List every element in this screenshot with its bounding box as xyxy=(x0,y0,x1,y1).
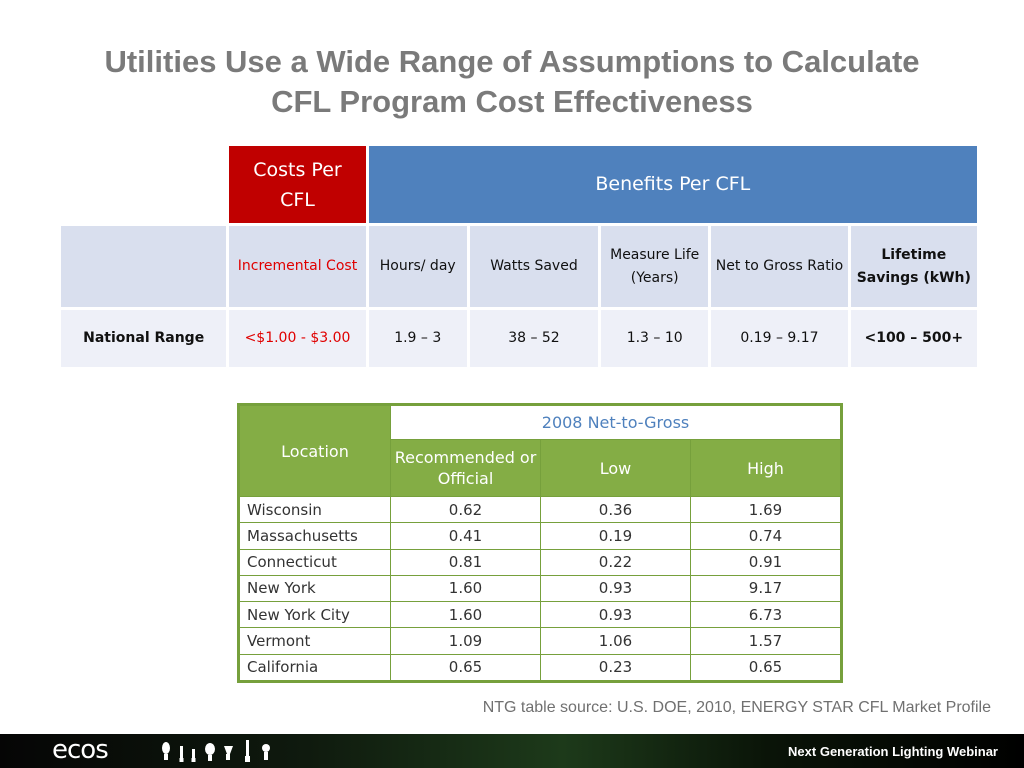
slide-title: Utilities Use a Wide Range of Assumption… xyxy=(30,42,994,122)
bulb-icons xyxy=(162,740,270,762)
high-cell: 0.74 xyxy=(690,522,841,550)
recommended-cell: 0.65 xyxy=(390,653,541,682)
subheader-blank-cell xyxy=(61,226,227,307)
ntg-table-image: Location 2008 Net-to-Gross Recommended o… xyxy=(237,403,843,683)
high-header: High xyxy=(690,439,841,497)
high-cell: 0.91 xyxy=(690,548,841,576)
header-blank-cell xyxy=(61,146,227,223)
low-header: Low xyxy=(540,439,691,497)
low-cell: 1.06 xyxy=(540,627,691,655)
table-row: Wisconsin 0.62 0.36 1.69 xyxy=(239,495,841,524)
net-to-gross-year-header: 2008 Net-to-Gross xyxy=(390,405,841,440)
table-row: New York 1.60 0.93 9.17 xyxy=(239,574,841,603)
incremental-cost-value: <$1.00 - $3.00 xyxy=(229,310,366,367)
recommended-cell: 0.41 xyxy=(390,522,541,550)
location-cell: Wisconsin xyxy=(239,495,391,524)
ntg-table: Location 2008 Net-to-Gross Recommended o… xyxy=(239,405,841,682)
net-to-gross-header: Net to Gross Ratio xyxy=(711,226,848,307)
hours-per-day-value: 1.9 – 3 xyxy=(368,310,467,367)
low-cell: 0.19 xyxy=(540,522,691,550)
location-cell: Massachusetts xyxy=(239,522,391,550)
location-cell: New York xyxy=(239,574,391,603)
location-cell: Vermont xyxy=(239,627,391,655)
net-to-gross-value: 0.19 – 9.17 xyxy=(711,310,848,367)
high-cell: 1.69 xyxy=(690,495,841,524)
source-note: NTG table source: U.S. DOE, 2010, ENERGY… xyxy=(482,699,991,716)
table-row: New York City 1.60 0.93 6.73 xyxy=(239,601,841,629)
location-cell: New York City xyxy=(239,601,391,629)
low-cell: 0.93 xyxy=(540,574,691,603)
hours-per-day-header: Hours/ day xyxy=(368,226,467,307)
table-row: Massachusetts 0.41 0.19 0.74 xyxy=(239,522,841,550)
lifetime-savings-header: Lifetime Savings (kWh) xyxy=(850,226,977,307)
costs-per-cfl-header: Costs Per CFL xyxy=(229,146,366,223)
watts-saved-header: Watts Saved xyxy=(469,226,599,307)
incremental-cost-header: Incremental Cost xyxy=(229,226,366,307)
recommended-header: Recommended or Official xyxy=(390,439,541,497)
high-cell: 1.57 xyxy=(690,627,841,655)
national-range-label: National Range xyxy=(61,310,227,367)
location-header: Location xyxy=(239,405,391,497)
location-cell: Connecticut xyxy=(239,548,391,576)
recommended-cell: 1.60 xyxy=(390,574,541,603)
slide-title-line-1: Utilities Use a Wide Range of Assumption… xyxy=(104,44,920,79)
recommended-cell: 0.62 xyxy=(390,495,541,524)
watts-saved-value: 38 – 52 xyxy=(469,310,599,367)
ecos-logo: ecos xyxy=(52,735,109,765)
recommended-cell: 1.09 xyxy=(390,627,541,655)
footer-band: ecos Next Generation Lighting Webinar xyxy=(0,734,1024,768)
table-row: Vermont 1.09 1.06 1.57 xyxy=(239,627,841,655)
high-cell: 9.17 xyxy=(690,574,841,603)
lifetime-savings-value: <100 – 500+ xyxy=(850,310,977,367)
low-cell: 0.23 xyxy=(540,653,691,682)
slide-title-line-2: CFL Program Cost Effectiveness xyxy=(271,84,753,119)
table-row: California 0.65 0.23 0.65 xyxy=(239,653,841,682)
measure-life-value: 1.3 – 10 xyxy=(601,310,709,367)
measure-life-header: Measure Life (Years) xyxy=(601,226,709,307)
low-cell: 0.36 xyxy=(540,495,691,524)
webinar-title: Next Generation Lighting Webinar xyxy=(788,744,998,759)
benefits-per-cfl-header: Benefits Per CFL xyxy=(368,146,977,223)
recommended-cell: 1.60 xyxy=(390,601,541,629)
assumptions-table: Costs Per CFL Benefits Per CFL Increment… xyxy=(58,143,980,370)
table-row: Connecticut 0.81 0.22 0.91 xyxy=(239,548,841,576)
low-cell: 0.22 xyxy=(540,548,691,576)
high-cell: 6.73 xyxy=(690,601,841,629)
low-cell: 0.93 xyxy=(540,601,691,629)
recommended-cell: 0.81 xyxy=(390,548,541,576)
high-cell: 0.65 xyxy=(690,653,841,682)
location-cell: California xyxy=(239,653,391,682)
